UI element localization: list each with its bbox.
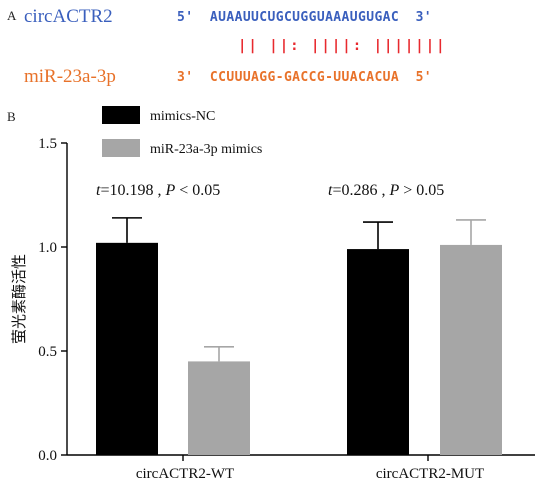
mir-sequence: 3' CCUUUAGG-GACCG-UUACACUA 5' <box>177 70 433 85</box>
x-tick-label: circACTR2-MUT <box>376 466 484 482</box>
bar <box>96 242 158 455</box>
bar <box>188 361 250 455</box>
stat-annotation: t=10.198 , P < 0.05 <box>96 182 220 199</box>
panel-b-label: B <box>7 109 16 124</box>
bar <box>347 249 409 455</box>
y-tick-label: 0.0 <box>38 448 57 464</box>
legend-label: mimics-NC <box>150 109 215 124</box>
circ-sequence: 5' AUAAUUCUGCUGGUAAAUGUGAC 3' <box>177 10 433 25</box>
bar <box>440 244 502 455</box>
legend-swatch <box>102 106 140 124</box>
mir-name: miR-23a-3p <box>24 66 116 87</box>
legend-label: miR-23a-3p mimics <box>150 142 262 157</box>
panel-a-label: A <box>7 8 17 23</box>
y-axis-label: 萤光素酶活性 <box>11 254 28 344</box>
y-tick-label: 1.5 <box>38 136 57 152</box>
stat-annotation: t=0.286 , P > 0.05 <box>328 182 444 199</box>
circ-name: circACTR2 <box>24 6 113 27</box>
legend-swatch <box>102 139 140 157</box>
base-pairing: || ||: ||||: ||||||| <box>238 38 447 54</box>
y-tick-label: 0.5 <box>38 344 57 360</box>
y-tick-label: 1.0 <box>38 240 57 256</box>
x-tick-label: circACTR2-WT <box>136 466 234 482</box>
